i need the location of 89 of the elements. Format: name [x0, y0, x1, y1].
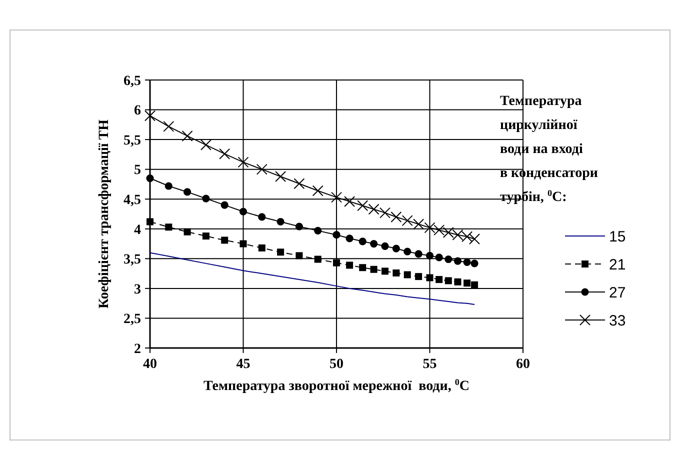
point	[220, 201, 228, 209]
point	[415, 273, 422, 280]
point	[314, 226, 322, 234]
point	[392, 244, 400, 252]
point	[294, 178, 305, 190]
point	[470, 260, 478, 268]
point	[444, 277, 452, 284]
point	[469, 234, 480, 245]
point	[444, 255, 452, 264]
point	[358, 238, 366, 246]
point	[381, 242, 389, 250]
point	[146, 174, 154, 182]
point	[344, 196, 356, 207]
legend-label: 27	[609, 284, 626, 302]
point	[392, 269, 400, 276]
point	[370, 266, 378, 273]
point	[182, 130, 193, 142]
point	[346, 234, 354, 242]
point	[359, 264, 366, 272]
point	[184, 228, 191, 236]
point	[164, 182, 172, 190]
point	[381, 268, 388, 275]
point	[346, 262, 354, 269]
legend-label: 33	[609, 312, 626, 330]
point	[184, 188, 192, 196]
point	[240, 240, 247, 248]
y-tick-label: 6	[134, 104, 141, 119]
point	[454, 257, 462, 265]
point	[370, 240, 378, 248]
point	[165, 224, 172, 231]
point	[357, 200, 368, 212]
point	[221, 236, 228, 244]
x-tick-label: 55	[422, 357, 437, 372]
point	[471, 281, 478, 288]
point	[454, 278, 462, 286]
y-tick-label: 4	[134, 222, 141, 238]
point	[200, 139, 212, 150]
x-tick-label: 40	[143, 357, 157, 372]
point	[276, 218, 284, 226]
point	[404, 248, 412, 256]
point	[239, 208, 248, 216]
line-series	[150, 252, 476, 306]
point	[332, 231, 340, 239]
point	[368, 204, 380, 215]
point	[275, 170, 286, 182]
point	[312, 185, 324, 196]
point	[464, 280, 471, 287]
point	[435, 254, 443, 262]
point	[404, 271, 411, 278]
y-tick-label: 4,5	[124, 193, 141, 208]
point	[296, 252, 303, 260]
point	[256, 164, 268, 175]
point	[146, 218, 154, 226]
y-tick-label: 5,5	[124, 133, 141, 148]
legend-label: 21	[609, 256, 626, 274]
point	[295, 222, 303, 230]
point	[426, 274, 434, 282]
y-tick-label: 3,5	[124, 252, 141, 268]
point	[238, 156, 249, 168]
point	[258, 213, 266, 221]
point	[436, 276, 443, 284]
y-tick-label: 6,5	[124, 74, 141, 89]
x-tick-label: 60	[516, 357, 530, 372]
point	[277, 248, 284, 256]
point	[414, 250, 422, 258]
point	[390, 211, 402, 222]
point	[144, 110, 156, 122]
point	[314, 256, 322, 263]
point	[402, 215, 413, 226]
point	[379, 207, 390, 218]
point	[202, 232, 210, 240]
x-tick-label: 45	[236, 357, 250, 372]
y-axis-title: Коефіцієнт трансформації ТН	[97, 119, 112, 309]
x-tick-label: 50	[330, 357, 344, 372]
point	[413, 218, 424, 230]
point	[258, 244, 266, 252]
x-axis-title: Температура зворотної мережної води, $^{0}$C	[203, 377, 470, 394]
point	[202, 194, 210, 202]
y-tick-label: 5	[134, 163, 141, 178]
point	[463, 258, 471, 266]
point	[333, 259, 340, 266]
y-tick-label: 2	[134, 342, 141, 357]
point	[219, 148, 230, 160]
legend-label: 15	[609, 228, 626, 246]
y-tick-label: 2,5	[124, 312, 141, 328]
point	[426, 252, 434, 260]
y-tick-label: 3	[134, 282, 141, 298]
point	[163, 120, 174, 132]
point	[331, 192, 342, 203]
